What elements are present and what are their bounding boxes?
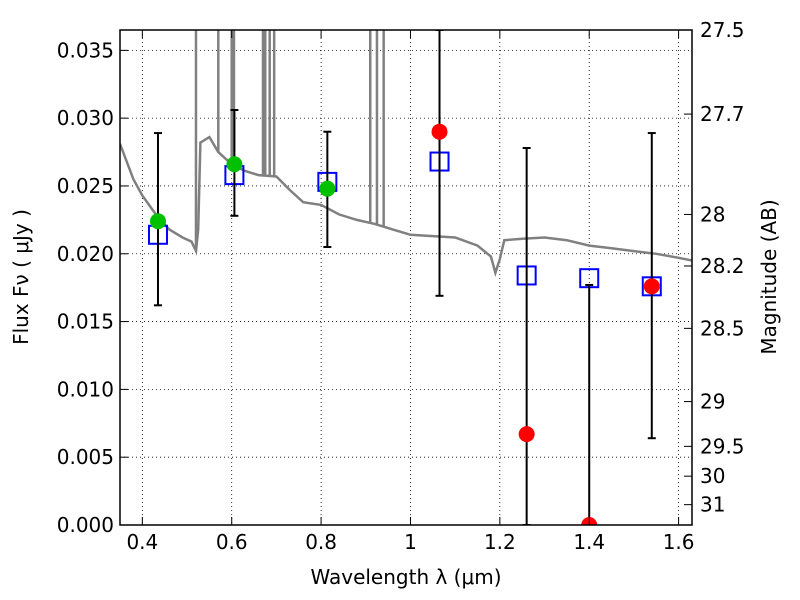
y-tick-label: 0.015 — [57, 310, 114, 334]
right-tick-label: 27.5 — [700, 18, 745, 42]
right-tick-label: 28.5 — [700, 316, 745, 340]
y-tick-label: 0.025 — [57, 174, 114, 198]
x-tick-label: 1.4 — [573, 530, 605, 554]
plot-frame — [119, 29, 693, 526]
right-tick-label: 28 — [700, 202, 725, 226]
right-tick-label: 27.7 — [700, 102, 745, 126]
y-axis-title: Flux Fν ( μJy ) — [9, 209, 33, 345]
sed-model-line — [120, 135, 692, 278]
y-tick-label: 0.030 — [57, 106, 114, 130]
right-tick-label: 30 — [700, 464, 725, 488]
x-tick-label: 1.2 — [484, 530, 516, 554]
right-tick-label: 29 — [700, 390, 725, 414]
observed-flux-point — [319, 180, 336, 197]
observed-flux-point — [518, 426, 535, 443]
y-tick-label: 0.000 — [57, 513, 114, 537]
right-axis-title: Magnitude (AB) — [757, 199, 781, 354]
y-tick-label: 0.010 — [57, 377, 114, 401]
x-tick-label: 1 — [404, 530, 417, 554]
y-tick-label: 0.005 — [57, 445, 114, 469]
axis-ticks: 0.4 0.6 0.8 1 1.2 1.4 1.6 0.000 0.005 0.010 0.015 0… — [57, 18, 745, 554]
right-tick-label: 31 — [700, 493, 725, 517]
y-tick-label: 0.020 — [57, 242, 114, 266]
x-tick-label: 0.4 — [126, 530, 158, 554]
x-axis-title: Wavelength λ (μm) — [310, 565, 501, 589]
observed-flux-point — [431, 123, 448, 140]
x-tick-label: 0.8 — [305, 530, 337, 554]
observed-flux-point — [226, 156, 243, 173]
x-tick-label: 1.6 — [663, 530, 695, 554]
x-tick-label: 0.6 — [216, 530, 248, 554]
observed-flux-point — [643, 278, 660, 295]
right-tick-label: 29.5 — [700, 434, 745, 458]
observed-flux-point — [149, 213, 166, 230]
right-tick-label: 28.2 — [700, 254, 745, 278]
plot-series — [120, 30, 692, 525]
grid — [120, 30, 692, 526]
y-tick-label: 0.035 — [57, 38, 114, 62]
